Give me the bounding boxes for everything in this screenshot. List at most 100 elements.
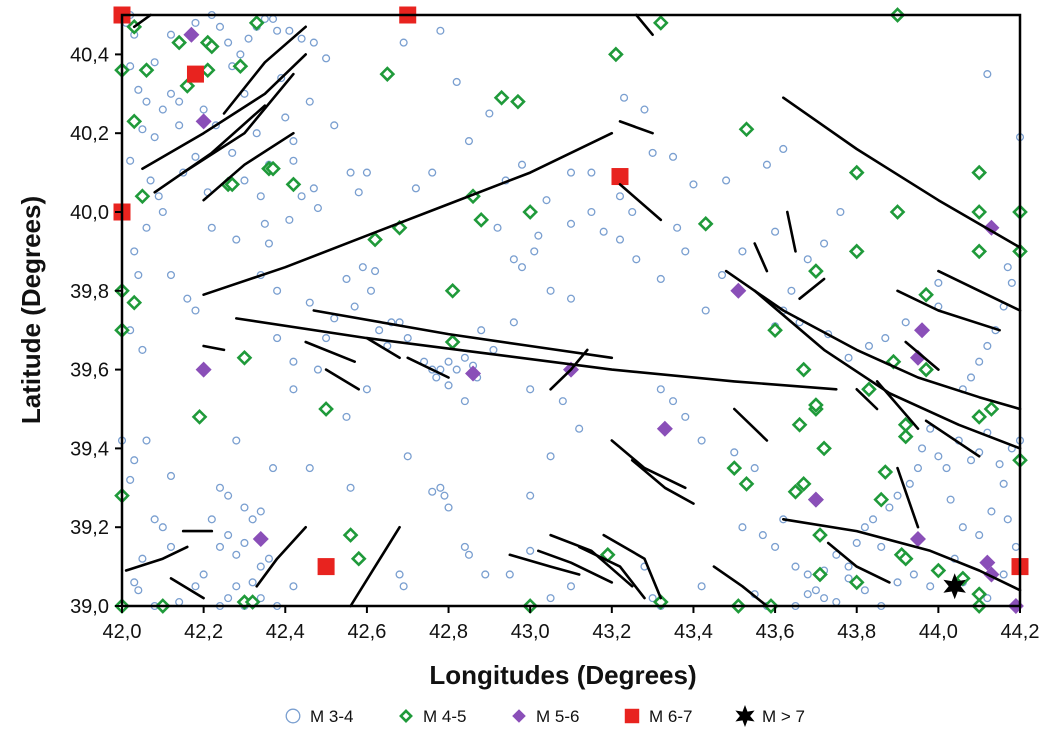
point-m34	[832, 598, 841, 607]
point-m34	[366, 286, 376, 295]
point-m34	[803, 590, 812, 599]
point-m34	[268, 464, 278, 473]
fault-line	[312, 309, 614, 360]
point-m34	[1007, 278, 1016, 287]
fault-line	[153, 104, 267, 194]
point-m34	[175, 598, 184, 607]
point-m34	[820, 594, 829, 603]
point-m34	[566, 219, 576, 228]
point-m45	[138, 62, 155, 78]
point-m34	[224, 531, 233, 540]
point-m34	[460, 397, 469, 406]
point-m34	[975, 531, 984, 540]
point-m34	[166, 471, 176, 481]
fault-line	[202, 344, 226, 352]
point-m34	[787, 286, 796, 295]
fault-line	[618, 120, 654, 135]
point-m34	[179, 168, 188, 177]
point-m34	[844, 574, 853, 583]
point-m45	[232, 58, 249, 75]
point-m45	[848, 164, 865, 181]
point-m34	[505, 570, 514, 579]
point-m45	[342, 527, 359, 543]
point-m34	[130, 456, 139, 465]
x-tick-label: 43,0	[511, 621, 550, 643]
fault-line	[855, 387, 879, 411]
point-m34	[701, 306, 710, 315]
point-m34	[362, 385, 371, 394]
point-m34	[869, 515, 878, 524]
fault-line	[875, 380, 920, 431]
point-m34	[371, 267, 380, 276]
point-m34	[142, 436, 151, 445]
point-m34	[232, 582, 241, 591]
point-m67	[186, 65, 204, 83]
x-tick-label: 44,2	[1001, 621, 1040, 643]
point-m45	[848, 243, 865, 260]
faults-layer	[124, 13, 1022, 608]
point-m34	[673, 223, 682, 232]
legend-item-m34: M 3-4	[285, 707, 353, 726]
y-tick-label: 39,6	[70, 360, 109, 382]
point-m56	[183, 26, 200, 43]
point-m34	[999, 479, 1008, 488]
point-m34	[656, 385, 665, 394]
point-m34	[648, 594, 657, 603]
y-tick-label: 40,0	[70, 202, 109, 224]
point-m34	[232, 235, 241, 244]
point-m34	[428, 168, 437, 177]
point-m34	[215, 22, 225, 31]
legend-item-m45: M 4-5	[399, 707, 466, 726]
point-m34	[150, 515, 159, 524]
point-m34	[126, 475, 135, 484]
x-tick-label: 43,2	[592, 621, 631, 643]
point-m34	[860, 523, 869, 532]
point-m34	[803, 255, 812, 264]
point-m34	[256, 507, 265, 516]
point-m34	[587, 168, 596, 177]
point-m45	[171, 34, 187, 51]
fault-line	[202, 131, 614, 297]
point-m34	[844, 562, 853, 571]
point-m34	[191, 306, 200, 315]
point-m45	[971, 164, 988, 181]
point-m34	[436, 483, 445, 492]
series-m7	[943, 573, 966, 600]
y-tick-label: 40,4	[70, 44, 109, 66]
point-m34	[546, 286, 555, 295]
x-tick-label: 42,6	[347, 621, 386, 643]
point-m34	[762, 160, 771, 169]
fault-line	[896, 289, 1001, 332]
point-m34	[142, 223, 151, 232]
point-m45	[265, 160, 281, 177]
point-m34	[428, 365, 437, 374]
point-m34	[877, 542, 886, 551]
point-m34	[987, 507, 996, 516]
point-m45	[918, 286, 934, 303]
point-m45	[179, 78, 196, 94]
point-m34	[273, 334, 282, 343]
point-m45	[930, 562, 947, 579]
point-m34	[207, 223, 216, 232]
point-m34	[285, 215, 294, 224]
point-m45	[608, 46, 624, 63]
legend-label-m7: M > 7	[762, 707, 805, 726]
point-m34	[615, 235, 625, 244]
point-m34	[546, 594, 555, 603]
point-m34	[926, 424, 935, 433]
point-m56	[914, 322, 931, 339]
point-m45	[812, 566, 828, 583]
point-m34	[509, 318, 518, 327]
point-m34	[346, 483, 355, 492]
point-m34	[166, 89, 176, 98]
point-m34	[820, 239, 829, 248]
fault-line	[141, 53, 308, 170]
point-m34	[322, 334, 331, 343]
point-m34	[620, 93, 629, 102]
point-m34	[199, 570, 208, 579]
fault-line	[235, 317, 838, 391]
point-m34	[934, 278, 943, 287]
point-m34	[444, 357, 453, 366]
point-m34	[477, 326, 486, 335]
point-m45	[738, 121, 755, 138]
